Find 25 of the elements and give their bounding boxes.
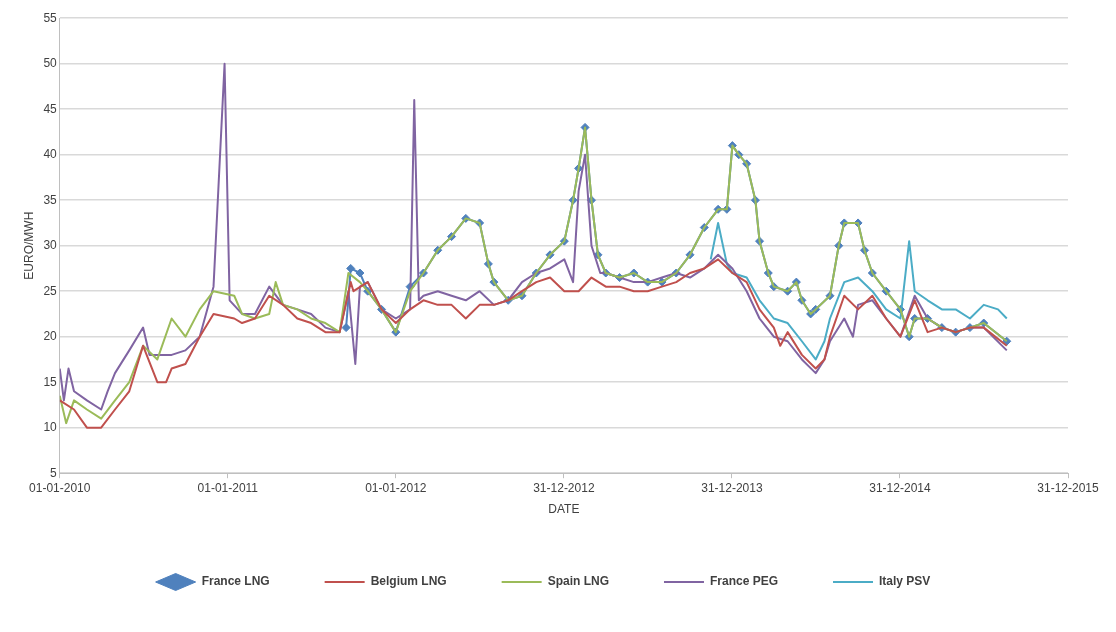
x-tick-label: 31-12-2015 (1037, 480, 1100, 495)
x-tick-label: 31-12-2014 (869, 480, 931, 495)
y-tick-label: 55 (43, 10, 58, 25)
x-tick-label: 01-01-2010 (29, 480, 91, 495)
y-tick-label: 10 (43, 420, 58, 435)
legend-label: Spain LNG (547, 574, 609, 589)
y-tick-label: 50 (43, 56, 58, 71)
y-tick-label: 15 (43, 374, 58, 389)
x-tick-label: 31-12-2012 (533, 480, 595, 495)
legend-label: Italy PSV (879, 574, 931, 589)
x-tick-label: 01-01-2012 (365, 480, 427, 495)
y-axis-title: EURO/MWH (21, 211, 36, 280)
legend-label: France LNG (201, 574, 270, 589)
y-tick-label: 20 (43, 329, 58, 344)
x-tick-label: 01-01-2011 (197, 480, 259, 495)
legend-label: Belgium LNG (370, 574, 447, 589)
y-tick-label: 35 (43, 192, 58, 207)
y-tick-label: 5 (50, 465, 58, 480)
x-tick-label: 31-12-2013 (701, 480, 763, 495)
y-tick-label: 40 (43, 147, 58, 162)
y-tick-label: 30 (43, 238, 58, 253)
y-tick-label: 45 (43, 101, 58, 116)
y-tick-label: 25 (43, 283, 58, 298)
legend-label: France PEG (709, 574, 779, 589)
x-axis-title: DATE (548, 502, 580, 517)
